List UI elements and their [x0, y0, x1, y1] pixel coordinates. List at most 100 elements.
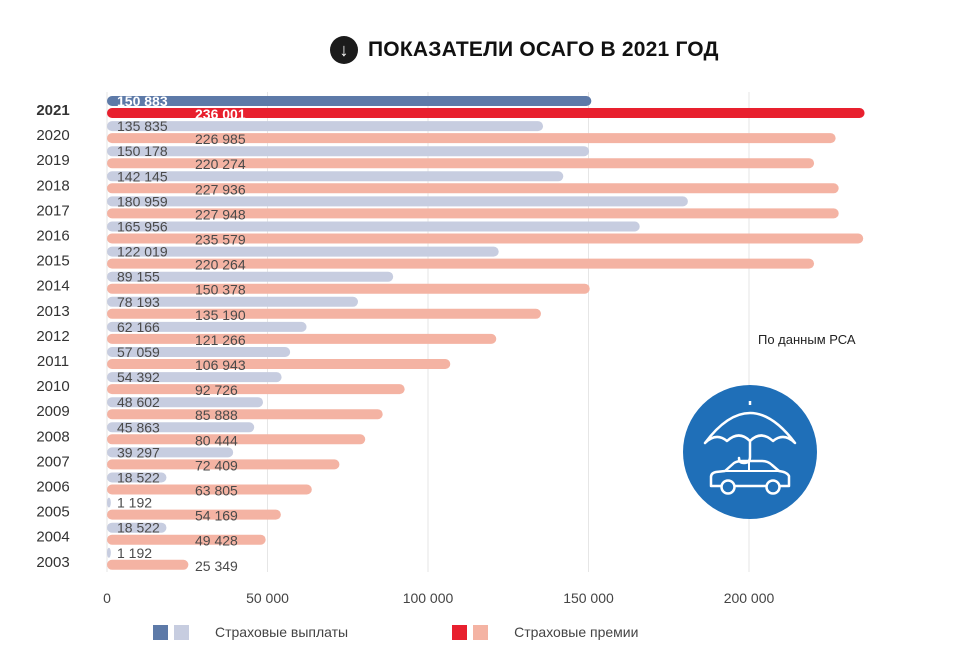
bar-premium — [107, 183, 839, 194]
value-label-payout: 165 956 — [117, 219, 168, 235]
value-label-payout: 48 602 — [117, 394, 160, 410]
value-label-premium: 92 726 — [195, 382, 238, 398]
value-label-premium: 150 378 — [195, 282, 246, 298]
category-label: 2013 — [36, 303, 69, 320]
value-label-payout: 57 059 — [117, 344, 160, 360]
category-label: 2010 — [36, 378, 69, 395]
value-label-payout: 89 155 — [117, 269, 160, 285]
bar-payout — [107, 246, 499, 257]
bar-premium — [107, 359, 451, 369]
category-label: 2011 — [37, 353, 69, 370]
legend-swatch-payout-highlight — [153, 624, 168, 640]
bar-payout — [107, 271, 394, 282]
bar-payout — [107, 347, 291, 357]
value-label-payout: 142 145 — [117, 168, 168, 184]
value-label-payout: 45 863 — [117, 419, 160, 435]
value-label-premium: 236 001 — [195, 106, 246, 122]
legend-swatch-premium-highlight — [452, 624, 468, 640]
value-label-payout: 18 522 — [117, 520, 160, 536]
chart-title-group: ↓ ПОКАЗАТЕЛИ ОСАГО В 2021 ГОД — [330, 36, 719, 64]
category-label: 2006 — [36, 479, 69, 496]
category-label: 2005 — [36, 504, 69, 521]
category-label: 2021 — [36, 102, 69, 119]
value-label-payout: 62 166 — [117, 319, 160, 335]
x-tick-label: 150 000 — [563, 590, 614, 606]
legend-label-premiums: Страховые премии — [514, 624, 639, 640]
bar-premium — [107, 308, 541, 319]
value-label-payout: 54 392 — [117, 369, 160, 385]
bar-payout — [107, 221, 640, 232]
value-label-payout: 180 959 — [117, 193, 168, 209]
umbrella-car-icon — [683, 385, 817, 519]
arrow-down-circle-icon: ↓ — [330, 36, 358, 64]
value-label-premium: 235 579 — [195, 232, 246, 248]
value-label-premium: 106 943 — [195, 357, 246, 373]
bar-payout — [107, 171, 564, 182]
category-label: 2020 — [36, 127, 69, 144]
category-label: 2015 — [36, 253, 69, 270]
value-label-premium: 121 266 — [195, 332, 246, 348]
bar-premium — [107, 534, 266, 545]
value-label-payout: 1 192 — [117, 545, 152, 561]
category-label: 2009 — [36, 403, 69, 420]
x-tick-label: 100 000 — [403, 590, 454, 606]
value-label-payout: 135 835 — [117, 118, 168, 134]
value-label-premium: 49 428 — [195, 533, 238, 549]
category-label: 2018 — [36, 177, 69, 194]
value-label-premium: 85 888 — [195, 407, 238, 423]
bar-payout — [107, 196, 688, 207]
legend-label-payouts: Страховые выплаты — [215, 624, 349, 640]
source-note: По данным РСА — [758, 332, 856, 347]
value-label-payout: 1 192 — [117, 495, 152, 511]
value-label-payout: 18 522 — [117, 470, 160, 486]
bar-premium — [107, 108, 865, 118]
bar-premium — [107, 133, 836, 144]
category-label: 2017 — [36, 202, 69, 219]
bar-premium — [107, 158, 815, 169]
value-label-premium: 54 169 — [195, 508, 238, 524]
value-label-premium: 226 985 — [195, 131, 246, 147]
chart-legend: Страховые выплаты Страховые премии — [153, 624, 742, 640]
bar-payout — [107, 547, 111, 558]
bar-premium — [107, 283, 590, 294]
value-label-premium: 220 274 — [195, 156, 246, 172]
bar-payout — [107, 522, 167, 533]
value-label-payout: 78 193 — [117, 294, 160, 310]
bar-payout — [107, 497, 111, 508]
bar-premium — [107, 434, 366, 445]
x-tick-label: 50 000 — [246, 590, 289, 606]
bar-premium — [107, 233, 864, 244]
value-label-premium: 72 409 — [195, 457, 238, 473]
category-label: 2019 — [36, 152, 69, 169]
bar-payout — [107, 397, 264, 408]
legend-swatch-payout — [174, 624, 189, 640]
value-label-payout: 39 297 — [117, 444, 160, 460]
x-tick-label: 200 000 — [724, 590, 775, 606]
bar-premium — [107, 559, 189, 570]
bar-payout — [107, 472, 167, 483]
value-label-premium: 227 948 — [195, 206, 246, 222]
bar-premium — [107, 258, 815, 269]
bar-payout — [107, 372, 282, 383]
bar-premium — [107, 409, 383, 420]
category-label: 2003 — [36, 554, 69, 571]
bar-premium — [107, 384, 405, 395]
bar-payout — [107, 96, 592, 106]
bar-payout — [107, 422, 255, 433]
category-label: 2014 — [36, 278, 69, 295]
value-label-payout: 150 883 — [117, 93, 168, 109]
category-label: 2012 — [36, 328, 69, 345]
category-label: 2016 — [36, 228, 69, 245]
value-label-premium: 227 936 — [195, 181, 246, 197]
bar-payout — [107, 146, 590, 157]
bar-premium — [107, 484, 312, 495]
bar-payout — [107, 121, 544, 132]
bar-premium — [107, 509, 281, 520]
value-label-premium: 80 444 — [195, 432, 238, 448]
value-label-premium: 220 264 — [195, 257, 246, 273]
value-label-premium: 135 190 — [195, 307, 246, 323]
value-label-payout: 122 019 — [117, 244, 168, 260]
bar-payout — [107, 321, 307, 332]
bar-payout — [107, 296, 358, 307]
